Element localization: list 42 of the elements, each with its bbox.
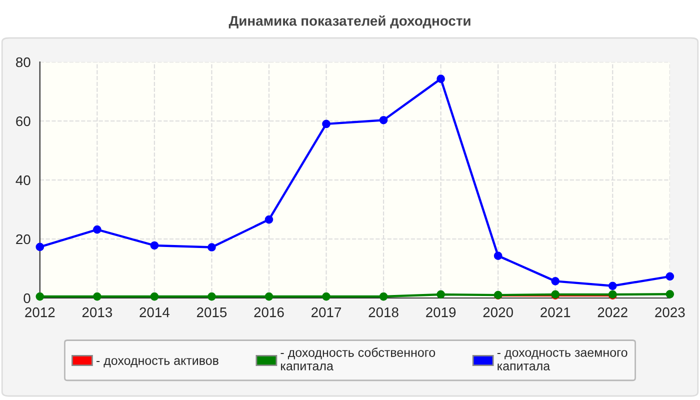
x-tick-label: 2013 [82,307,112,318]
y-tick-label: 60 [16,116,30,126]
x-tick-label: 2019 [426,307,456,318]
point [208,243,216,252]
point [379,292,388,301]
y-tick-label: 40 [16,175,30,186]
point [264,292,274,301]
chart-title: Динамика показателей доходности [228,15,470,28]
point [322,292,330,301]
legend-label: - доходность собственного капитала [280,348,436,370]
point [666,272,674,281]
legend-label: - доходность активов [96,358,218,368]
x-tick-label: 2020 [483,307,513,318]
point [551,277,560,286]
y-tick-label: 80 [16,57,30,68]
x-tick-label: 2015 [196,307,227,318]
x-tick-label: 2012 [25,307,55,318]
x-tick-label: 2017 [312,307,342,318]
y-tick-label: 0 [24,293,30,304]
point [208,292,216,301]
point [322,120,330,128]
point [436,74,445,83]
x-tick-label: 2023 [655,307,685,318]
point [150,292,159,301]
point [379,116,388,124]
y-tick-label: 20 [16,234,30,244]
x-tick-label: 2021 [540,307,570,318]
point [36,242,44,252]
point [36,292,44,301]
point [93,225,102,234]
x-tick-label: 2018 [368,307,398,318]
x-tick-label: 2016 [254,307,284,318]
point [666,290,674,298]
point [264,215,274,224]
x-tick-label: 2014 [140,307,170,318]
point [93,292,102,301]
legend-label: - доходность заемного капитала [497,350,628,370]
point [608,282,617,290]
point [436,290,445,299]
point [494,252,502,260]
point [150,241,159,250]
x-tick-label: 2022 [598,307,628,318]
